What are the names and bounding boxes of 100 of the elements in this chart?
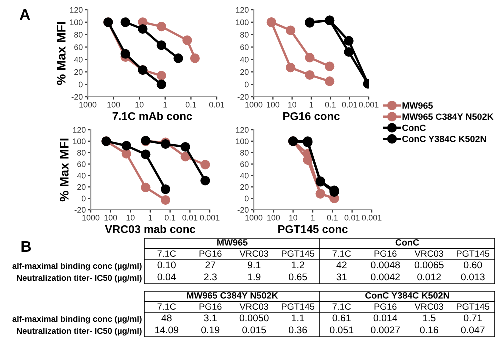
- x-tick-label: PGT145: [457, 250, 490, 258]
- data-label: 0.16: [420, 326, 438, 334]
- data-label: 27: [206, 262, 216, 269]
- y-tick-label: -20: [72, 94, 83, 100]
- x-tick-label: 10: [289, 215, 298, 221]
- text: B: [22, 241, 32, 252]
- data-label: 0.014: [374, 314, 398, 322]
- y-tick-label: 120: [236, 127, 249, 133]
- x-tick-label: PG16: [374, 250, 397, 258]
- data-label: 2.3: [204, 274, 217, 281]
- y-tick-label: 20: [74, 69, 83, 76]
- x-tick-label: PGT145: [282, 250, 315, 258]
- text: ConC: [396, 239, 420, 246]
- x-tick-label: 1: [164, 102, 168, 108]
- data-label: 0.047: [461, 326, 485, 334]
- data-label: 0.19: [202, 326, 220, 334]
- x-tick-label: 100: [108, 102, 120, 108]
- x-tick-label: 1: [148, 215, 152, 221]
- y-tick-label: 20: [240, 184, 249, 190]
- data-label: 1.5: [423, 314, 436, 322]
- y-tick-label: 0: [244, 82, 249, 88]
- data-label: 0.65: [289, 274, 308, 281]
- y-tick-label: 100: [73, 138, 86, 144]
- y-tick-label: 120: [70, 7, 83, 13]
- x-tick-label: 1000: [82, 215, 100, 221]
- x-tick-label: 0.1: [165, 215, 176, 221]
- y-tick-label: 80: [74, 32, 83, 38]
- x-tick-label: 7.1C: [332, 304, 352, 310]
- x-tick-label: 1000: [80, 102, 97, 108]
- y-tick-label: 120: [73, 127, 86, 133]
- text: ConC Y384C K502N: [366, 292, 450, 299]
- x-tick-label: 1: [311, 215, 315, 221]
- data-label: 0.0042: [371, 274, 400, 281]
- data-label: 48: [162, 314, 172, 322]
- x-tick-label: 100: [104, 215, 118, 221]
- data-label: 1.1: [292, 314, 304, 322]
- x-tick-label: 0.1: [325, 102, 336, 108]
- x-axis-title: PGT145 conc: [278, 225, 348, 234]
- y-axis-title: % Max MFI: [60, 138, 69, 202]
- y-tick-label: 60: [240, 44, 249, 50]
- y-tick-label: 100: [236, 138, 249, 144]
- y-tick-label: 60: [74, 44, 83, 50]
- y-tick-label: alf-maximal binding conc (µg/ml): [12, 316, 142, 324]
- y-tick-label: Neutralization titer- IC50 (µg/ml): [17, 274, 142, 283]
- x-axis-title: 7.1C mAb conc: [112, 112, 192, 120]
- x-tick-label: 0.01: [209, 102, 224, 108]
- data-label: 0.61: [332, 314, 351, 322]
- x-tick-label: VRC03: [414, 250, 444, 258]
- x-axis-title: VRC03 mab conc: [105, 225, 196, 234]
- y-tick-label: 40: [240, 173, 249, 179]
- x-tick-label: PGT145: [457, 304, 490, 310]
- x-tick-label: 10: [126, 215, 135, 221]
- x-tick-label: 0.1: [327, 215, 338, 221]
- text: A: [20, 10, 30, 20]
- data-label: 0.013: [461, 274, 485, 281]
- legend-label: MW965: [402, 102, 434, 109]
- x-tick-label: 0.001: [362, 215, 382, 221]
- y-tick-label: -20: [238, 207, 249, 213]
- data-label: 0.0048: [371, 262, 400, 269]
- y-tick-label: 20: [240, 69, 249, 76]
- y-tick-label: 100: [236, 20, 249, 26]
- legend-label: ConC Y384C K502N: [402, 136, 486, 142]
- x-axis-title: PG16 conc: [284, 112, 340, 120]
- text: MW965 C384Y N502K: [187, 292, 278, 299]
- data-label: 0.36: [289, 326, 308, 334]
- x-tick-label: 10: [136, 102, 144, 108]
- y-tick-label: 20: [78, 184, 86, 190]
- data-label: 1.9: [248, 274, 261, 281]
- x-tick-label: PG16: [200, 250, 222, 258]
- x-tick-label: VRC03: [414, 304, 444, 310]
- y-tick-label: 0: [82, 196, 86, 202]
- y-tick-label: alf-maximal binding conc (µg/ml): [12, 262, 142, 271]
- data-label: 0.0050: [240, 314, 269, 322]
- x-tick-label: 100: [267, 102, 280, 108]
- y-tick-label: -20: [238, 94, 249, 100]
- y-tick-label: 60: [240, 162, 249, 168]
- data-label: 3.1: [204, 314, 217, 322]
- data-label: 0.051: [330, 326, 354, 334]
- y-tick-label: 80: [240, 32, 249, 38]
- x-tick-label: 0.1: [186, 102, 196, 108]
- x-tick-label: VRC03: [240, 304, 269, 310]
- x-tick-label: 0.01: [182, 215, 198, 221]
- y-tick-label: 80: [78, 150, 86, 156]
- y-tick-label: 100: [70, 20, 83, 26]
- x-tick-label: 1000: [246, 215, 263, 221]
- data-label: 1.2: [292, 262, 304, 269]
- x-tick-label: 100: [268, 215, 280, 221]
- y-tick-label: 80: [240, 150, 249, 156]
- x-tick-label: 7.1C: [158, 304, 176, 310]
- data-label: 9.1: [248, 262, 261, 269]
- y-tick-label: Neutralization titer- IC50 (µg/ml): [17, 328, 142, 336]
- data-label: 14.09: [155, 326, 179, 334]
- data-label: 0.60: [464, 262, 482, 269]
- legend-label: MW965 C384Y N502K: [402, 114, 494, 120]
- text: MW965: [218, 239, 248, 246]
- y-tick-label: 40: [77, 173, 86, 179]
- y-tick-label: 0: [244, 196, 249, 202]
- legend-label: ConC: [402, 124, 426, 132]
- data-label: 0.10: [158, 262, 176, 269]
- y-tick-label: 120: [236, 7, 249, 13]
